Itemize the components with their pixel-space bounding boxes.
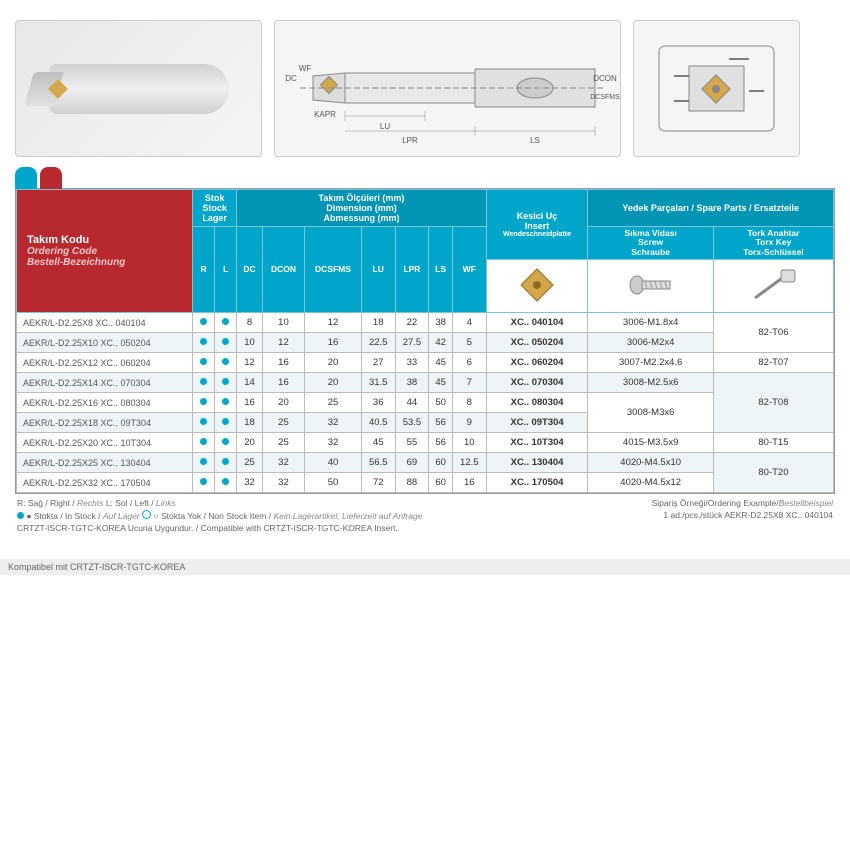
col-l: L	[215, 227, 237, 313]
table-row: AEKR/L-D2.25X32 XC.. 1705043232507288601…	[17, 473, 834, 493]
table-row: AEKR/L-D2.25X20 XC.. 10T3042025324555561…	[17, 433, 834, 453]
spec-table: Takım Kodu Ordering Code Bestell-Bezeich…	[15, 188, 835, 494]
col-lu: LU	[361, 227, 395, 313]
header-insert: Kesici UçInsertWendeschneidplatte	[486, 190, 588, 260]
insert-image-cell	[486, 260, 588, 313]
color-tabs	[15, 167, 835, 189]
technical-diagram: DC WF KAPR LU LPR LS DCON DCSFMS	[274, 20, 621, 157]
table-row: AEKR/L-D2.25X12 XC.. 0602041216202733456…	[17, 353, 834, 373]
cell-code: AEKR/L-D2.25X12 XC.. 060204	[17, 353, 193, 373]
col-ls: LS	[429, 227, 453, 313]
col-dcon: DCON	[262, 227, 304, 313]
image-row: DC WF KAPR LU LPR LS DCON DCSFMS	[15, 20, 835, 157]
svg-text:LU: LU	[380, 122, 390, 131]
table-row: AEKR/L-D2.25X14 XC.. 07030414162031.5384…	[17, 373, 834, 393]
cell-code: AEKR/L-D2.25X18 XC.. 09T304	[17, 413, 193, 433]
svg-text:DCON: DCON	[593, 74, 617, 83]
cell-code: AEKR/L-D2.25X32 XC.. 170504	[17, 473, 193, 493]
cell-code: AEKR/L-D2.25X8 XC.. 040104	[17, 313, 193, 333]
col-r: R	[193, 227, 215, 313]
tab-red	[40, 167, 62, 189]
svg-text:WF: WF	[299, 64, 312, 73]
header-dimensions: Takım Ölçüleri (mm)Dimension (mm)Abmessu…	[237, 190, 486, 227]
header-key: Tork AnahtarTorx KeyTorx-Schlüssel	[713, 227, 833, 260]
col-dcsfms: DCSFMS	[305, 227, 362, 313]
svg-text:DC: DC	[285, 74, 297, 83]
table-row: AEKR/L-D2.25X16 XC.. 0803041620253644508…	[17, 393, 834, 413]
table-row: AEKR/L-D2.25X10 XC.. 05020410121622.527.…	[17, 333, 834, 353]
ordering-code-header: Takım Kodu Ordering Code Bestell-Bezeich…	[17, 190, 193, 313]
col-lpr: LPR	[395, 227, 429, 313]
col-dc: DC	[237, 227, 262, 313]
cell-code: AEKR/L-D2.25X25 XC.. 130404	[17, 453, 193, 473]
svg-text:KAPR: KAPR	[314, 110, 336, 119]
tab-teal	[15, 167, 37, 189]
svg-text:LPR: LPR	[402, 136, 418, 145]
svg-text:DCSFMS: DCSFMS	[590, 94, 620, 101]
key-image-cell	[713, 260, 833, 313]
table-row: AEKR/L-D2.25X8 XC.. 040104810121822384XC…	[17, 313, 834, 333]
svg-text:LS: LS	[530, 136, 540, 145]
table-row: AEKR/L-D2.25X25 XC.. 13040425324056.5696…	[17, 453, 834, 473]
cell-code: AEKR/L-D2.25X16 XC.. 080304	[17, 393, 193, 413]
header-stock: StokStockLager	[193, 190, 237, 227]
clamping-diagram	[633, 20, 800, 157]
cell-code: AEKR/L-D2.25X14 XC.. 070304	[17, 373, 193, 393]
header-screw: Sıkma VidasıScrewSchraube	[588, 227, 713, 260]
cell-code: AEKR/L-D2.25X20 XC.. 10T304	[17, 433, 193, 453]
header-spare-parts: Yedek Parçaları / Spare Parts / Ersatzte…	[588, 190, 834, 227]
product-photo	[15, 20, 262, 157]
footer-notes: Sipariş Örneği/Ordering Example/Bestellb…	[15, 494, 835, 539]
cell-code: AEKR/L-D2.25X10 XC.. 050204	[17, 333, 193, 353]
screw-image-cell	[588, 260, 713, 313]
bottom-bar: Kompatibel mit CRTZT-ISCR-TGTC-KOREA	[0, 559, 850, 575]
col-wf: WF	[452, 227, 486, 313]
